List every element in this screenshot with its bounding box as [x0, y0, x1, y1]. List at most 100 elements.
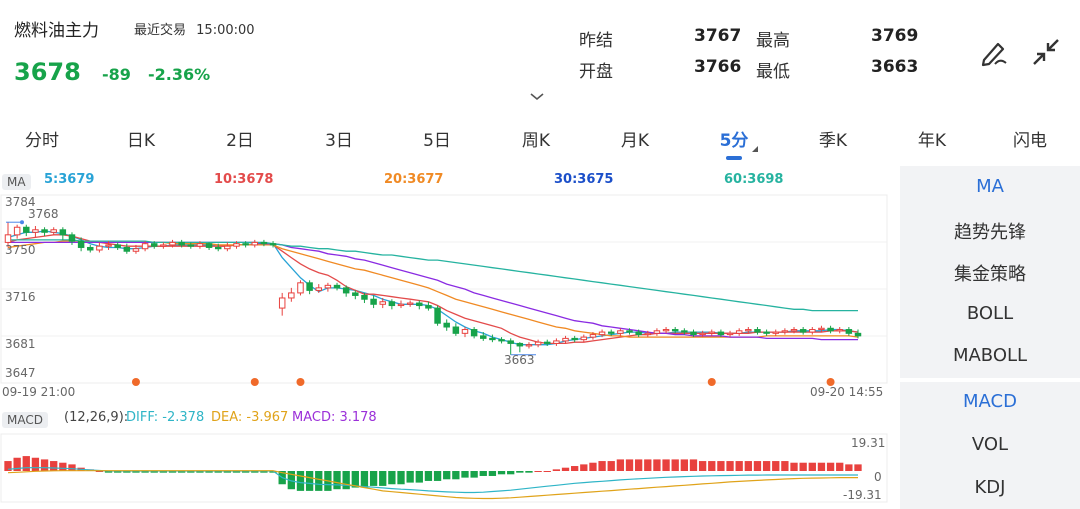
candle: [59, 227, 67, 240]
macd-bar: [580, 464, 588, 471]
prev-settle-label: 昨结: [579, 31, 613, 51]
tab-2-day[interactable]: 2日: [226, 131, 254, 151]
tab-tick[interactable]: 闪电: [1013, 131, 1047, 151]
diff-line: [7, 467, 858, 494]
candle: [571, 335, 578, 343]
candlestick-chart[interactable]: [0, 190, 890, 402]
tab-quarter-k[interactable]: 季K: [818, 131, 848, 151]
macd-bar: [150, 471, 158, 473]
candle: [352, 290, 359, 300]
candle: [534, 339, 542, 348]
candle: [617, 328, 624, 336]
candle: [726, 330, 734, 338]
macd-bar: [461, 471, 469, 478]
tab-3-day[interactable]: 3日: [325, 131, 353, 151]
tab-5-day[interactable]: 5日: [423, 131, 451, 151]
prev-settle-value: 3767: [694, 26, 742, 46]
macd-bar: [753, 461, 762, 471]
macd-bar: [772, 461, 780, 471]
low-value: 3663: [871, 57, 919, 77]
price-change-pct: -2.36%: [148, 65, 211, 84]
tab-intraday[interactable]: 分时: [25, 131, 59, 151]
macd-bar: [296, 471, 305, 491]
macd-bar: [826, 462, 835, 471]
candle: [187, 242, 195, 249]
event-dot[interactable]: [131, 378, 140, 386]
candle: [324, 282, 332, 292]
indicator-kdj[interactable]: KDJ: [974, 477, 1006, 498]
candle: [416, 300, 423, 310]
candle: [763, 329, 770, 336]
expand-chevron-icon[interactable]: [529, 86, 545, 105]
macd-legend: MACD: [2, 409, 48, 428]
event-dot[interactable]: [826, 378, 835, 386]
tab-5-min[interactable]: 5分: [719, 131, 749, 151]
macd-chart[interactable]: [0, 433, 890, 505]
candle: [754, 327, 761, 335]
y-tick-3681: 3681: [5, 337, 36, 351]
macd-bar: [379, 471, 387, 486]
candle: [580, 334, 588, 343]
indicator-gold-strategy[interactable]: 集金策略: [954, 264, 1026, 285]
candle: [96, 242, 103, 253]
indicator-trend-pioneer[interactable]: 趋势先锋: [954, 222, 1026, 243]
macd-axis-zero: 0: [874, 470, 882, 484]
candle: [68, 232, 76, 245]
macd-bar: [13, 457, 21, 471]
tab-week-k[interactable]: 周K: [521, 131, 551, 151]
event-dot[interactable]: [296, 378, 305, 386]
candle: [525, 342, 533, 349]
macd-bar: [132, 471, 140, 473]
collapse-icon[interactable]: [1030, 36, 1062, 68]
macd-bar: [22, 456, 30, 471]
macd-bar: [196, 471, 204, 473]
indicator-boll[interactable]: BOLL: [966, 303, 1014, 324]
candle: [379, 297, 386, 309]
macd-bar: [781, 461, 789, 471]
indicator-macd[interactable]: MACD: [963, 391, 1017, 412]
candle: [278, 292, 286, 316]
indicator-maboll[interactable]: MABOLL: [952, 345, 1028, 366]
macd-bar: [443, 471, 451, 480]
macd-bar: [616, 459, 625, 471]
macd-bar: [717, 461, 725, 471]
y-tick-3716: 3716: [5, 290, 36, 304]
macd-bar: [671, 459, 679, 471]
event-dot[interactable]: [250, 378, 259, 386]
macd-bar: [571, 466, 579, 471]
tab-year-k[interactable]: 年K: [917, 131, 947, 151]
macd-bar: [534, 471, 542, 472]
tab-day-k[interactable]: 日K: [126, 131, 156, 151]
macd-params: (12,26,9):: [64, 410, 129, 425]
draw-pen-icon[interactable]: [978, 36, 1010, 68]
ma60-line: [8, 239, 858, 312]
candle: [434, 305, 441, 326]
candle: [41, 227, 48, 237]
event-dot[interactable]: [707, 378, 716, 386]
macd-bar: [123, 471, 131, 473]
candle: [790, 327, 798, 334]
indicator-vol[interactable]: VOL: [971, 434, 1009, 455]
macd-bar: [178, 471, 186, 473]
tab-dropdown-icon[interactable]: [751, 145, 759, 153]
macd-bar: [388, 471, 396, 485]
macd-axis-bottom: -19.31: [843, 488, 882, 502]
high-marker-dot: [20, 220, 24, 225]
candle: [699, 330, 706, 338]
candle: [772, 329, 779, 336]
macd-bar: [315, 471, 323, 491]
macd-bar: [333, 471, 341, 490]
indicator-ma[interactable]: MA: [976, 176, 1004, 197]
candle: [397, 300, 405, 309]
tab-month-k[interactable]: 月K: [620, 131, 650, 151]
macd-bar: [516, 471, 524, 473]
active-tab-indicator: [726, 156, 742, 160]
ma-badge[interactable]: MA: [2, 174, 31, 190]
macd-badge[interactable]: MACD: [2, 412, 48, 428]
macd-bar: [40, 459, 49, 471]
candle: [544, 339, 551, 346]
candle: [4, 222, 12, 248]
macd-bar: [726, 461, 734, 471]
candle: [443, 319, 450, 331]
dea-line: [7, 470, 858, 500]
